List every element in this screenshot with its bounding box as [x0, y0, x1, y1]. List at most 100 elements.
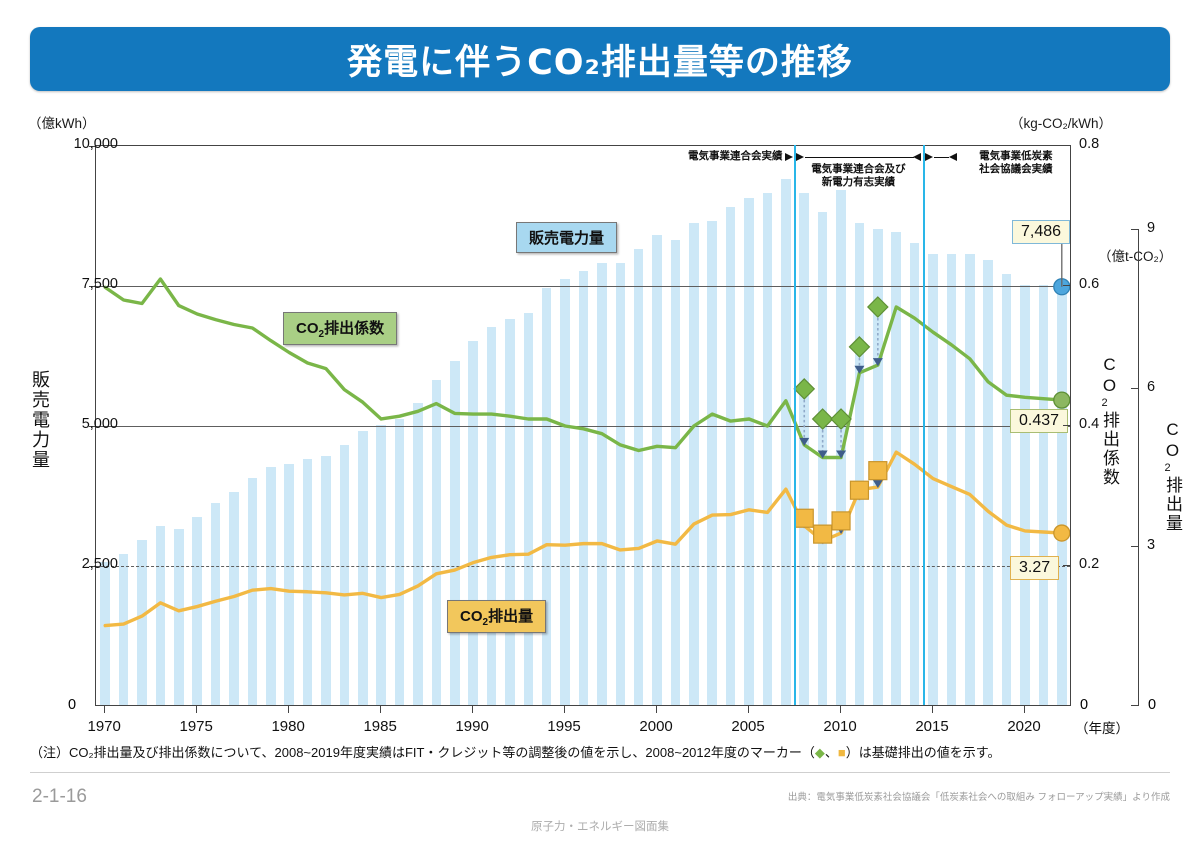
period2-arrowhead-right — [912, 152, 921, 161]
line-co2-coefficient — [103, 277, 1064, 460]
bar-1995 — [560, 279, 570, 705]
x-label-1990: 1990 — [455, 718, 489, 735]
gridline-2500 — [96, 566, 1070, 567]
coefficient-base-marker-2011 — [848, 336, 871, 358]
x-label-2005: 2005 — [731, 718, 765, 735]
x-tick-2020 — [1024, 706, 1025, 713]
bar-1971 — [118, 553, 129, 705]
chart-lines-overlay — [103, 224, 1071, 628]
bar-1977 — [229, 492, 239, 705]
bar-2014 — [909, 243, 920, 705]
y-coef-zero-label: 0 — [1080, 697, 1089, 713]
legend-coefficient: CO2排出係数 — [283, 312, 398, 345]
x-label-2015: 2015 — [915, 718, 949, 735]
bar-1970 — [100, 562, 110, 705]
x-tick-1985 — [380, 706, 382, 713]
bar-1997 — [597, 262, 607, 705]
bar-2002 — [689, 223, 699, 705]
y-left-label-2500: 2,500 — [81, 556, 118, 572]
y-coef-tick-0.6 — [1063, 285, 1071, 286]
legend-power: 販売電力量 — [516, 222, 618, 253]
y-emis-label-9: 9 — [1147, 220, 1156, 236]
y-emis-zero-label: 0 — [1148, 697, 1157, 713]
x-tick-2000 — [656, 706, 658, 713]
bar-2016 — [946, 254, 957, 705]
x-tick-2015 — [932, 706, 934, 713]
bar-2004 — [725, 206, 736, 705]
bar-2020 — [1020, 285, 1030, 705]
emissions-base-marker-2009 — [813, 524, 833, 544]
period-annotation: 電気事業低炭素 社会協議会実績 — [979, 150, 1053, 176]
coefficient-base-marker-2009 — [811, 408, 834, 430]
bar-1983 — [339, 444, 350, 705]
period3-arrowhead-right — [948, 152, 957, 161]
bar-1986 — [394, 419, 405, 705]
axis-title-emissions: CO2排出量 — [1161, 420, 1182, 533]
bar-1982 — [321, 455, 331, 705]
y-left-tick-5000 — [89, 426, 96, 427]
bar-1991 — [486, 327, 497, 705]
y-coef-tick-0.8 — [1063, 145, 1071, 146]
book-title: 原子力・エネルギー図面集 — [531, 821, 669, 833]
bar-2001 — [670, 240, 681, 705]
bar-2022 — [1057, 285, 1067, 705]
y-left-tick-2500 — [89, 566, 96, 567]
bar-1973 — [155, 525, 166, 705]
y-left-label-5000: 5,000 — [81, 416, 118, 432]
x-axis-unit: （年度） — [1075, 721, 1129, 736]
footnote-square-icon: ■ — [837, 745, 846, 760]
y-coef-tick-0 — [1063, 705, 1071, 706]
callout-coefficient-value: 0.437 — [1010, 409, 1069, 433]
x-tick-1990 — [472, 706, 474, 713]
gridline-5000 — [96, 426, 1070, 427]
bar-1985 — [376, 425, 386, 705]
period2-arrowhead-left — [796, 152, 805, 161]
bar-1994 — [541, 287, 552, 705]
bar-1974 — [174, 528, 184, 705]
bar-1972 — [137, 539, 147, 705]
y-left-zero-label: 0 — [68, 697, 77, 713]
page-title: 発電に伴うCO₂排出量等の推移 — [347, 42, 853, 83]
bar-2005 — [744, 198, 754, 705]
x-label-2000: 2000 — [639, 718, 673, 735]
bar-1993 — [523, 313, 534, 705]
y-coef-label-0.4: 0.4 — [1079, 416, 1100, 432]
coef-marker-2011-arrowhead — [854, 365, 865, 374]
x-label-1975: 1975 — [179, 718, 213, 735]
bar-2003 — [707, 220, 718, 705]
y-emis-label-6: 6 — [1147, 378, 1156, 395]
page-number: 2-1-16 — [32, 786, 87, 807]
bar-2006 — [762, 192, 773, 705]
x-axis: 1970 1975 1980 1985 1990 1995 2000 2005 2010 2015… — [88, 705, 1070, 735]
y-coef-label-0.2: 0.2 — [1079, 556, 1100, 572]
x-tick-1970 — [104, 706, 106, 713]
emissions-base-marker-2012 — [868, 461, 888, 481]
footer-divider — [30, 772, 1170, 773]
bar-1998 — [615, 262, 626, 705]
bar-1987 — [413, 402, 423, 705]
bar-1992 — [505, 318, 515, 705]
coefficient-base-marker-2012 — [866, 296, 889, 318]
y-coef-label-0.6: 0.6 — [1079, 276, 1100, 292]
bar-1984 — [357, 430, 368, 705]
y-emis-tick-0 — [1131, 705, 1139, 706]
y-left-tick-7500 — [89, 286, 96, 287]
x-tick-2005 — [748, 706, 750, 713]
period-annotation: 電気事業連合会実績 — [688, 150, 783, 162]
callout-emissions-value: 3.27 — [1010, 556, 1060, 580]
coef-marker-2010-arrowhead — [836, 450, 847, 459]
bar-2013 — [891, 231, 901, 705]
source-note: 出典：電気事業低炭素社会協議会「低炭素社会への取組み フォローアップ実績」より作… — [787, 792, 1170, 803]
y-coef-tick-0.2 — [1063, 565, 1071, 566]
coefficient-base-marker-2008 — [793, 378, 816, 400]
y-coef-tick-0.4 — [1063, 425, 1071, 426]
period3-arrow-line — [933, 157, 949, 158]
bar-1981 — [302, 458, 313, 705]
bar-2011 — [854, 223, 865, 705]
x-tick-1995 — [564, 706, 566, 713]
bar-1976 — [210, 503, 221, 705]
bar-2018 — [983, 259, 993, 705]
x-label-1985: 1985 — [363, 718, 397, 735]
unit-right-coefficient-axis: （kg-CO₂/kWh） — [1010, 116, 1112, 131]
